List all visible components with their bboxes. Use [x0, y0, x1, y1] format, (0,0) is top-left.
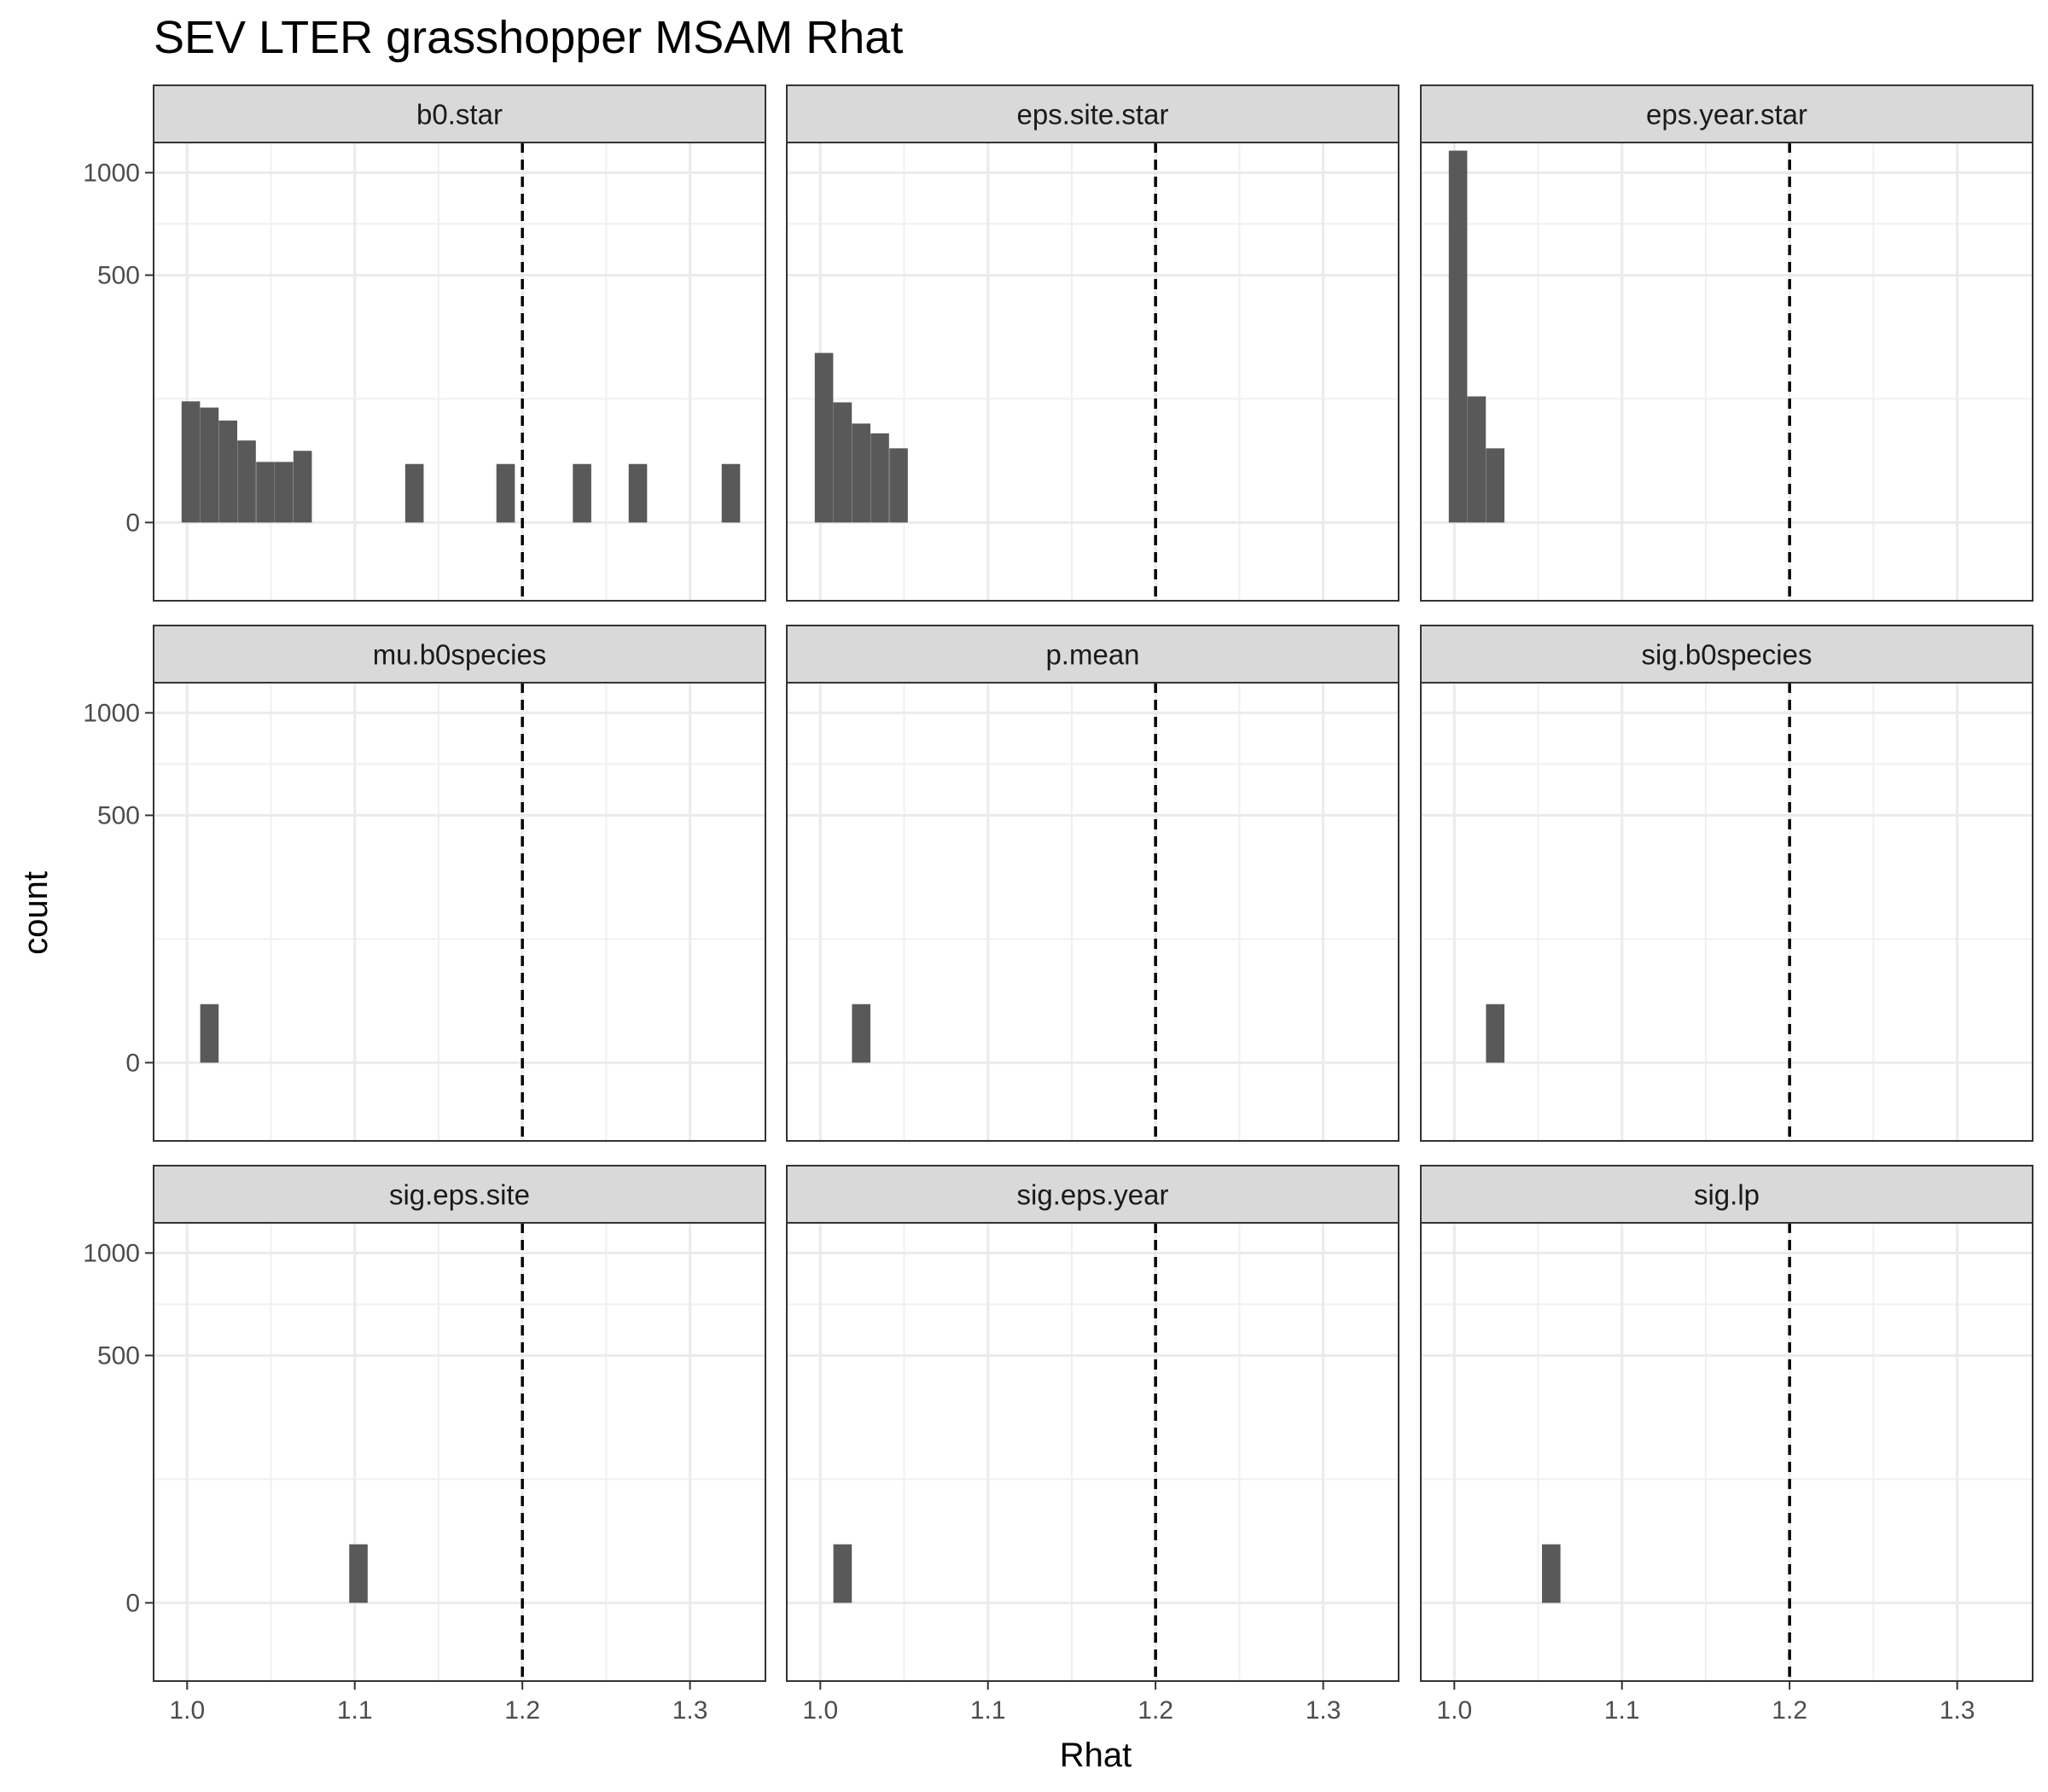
panel-border	[153, 682, 766, 1142]
facet-strip-label: sig.eps.year	[1017, 1179, 1169, 1211]
panel-border	[1420, 142, 2033, 602]
histogram-bar	[496, 463, 515, 523]
facet-panel-p-mean: p.mean	[786, 625, 1399, 1142]
histogram-bar	[721, 463, 741, 523]
x-tick-label: 1.3	[672, 1696, 708, 1725]
histogram-bar	[200, 1004, 219, 1063]
x-tick-label: 1.1	[337, 1696, 373, 1725]
facet-strip-label: sig.b0species	[1642, 639, 1812, 671]
panel-background	[154, 143, 765, 601]
histogram-bar	[833, 402, 852, 523]
facet-panel-eps-site-star: eps.site.star	[786, 84, 1399, 602]
x-tick-label: 1.2	[1772, 1696, 1807, 1725]
x-tick-label: 1.0	[1436, 1696, 1472, 1725]
facet-strip-label: sig.eps.site	[389, 1179, 530, 1211]
y-tick-label: 0	[125, 509, 140, 537]
y-axis-title: count	[17, 871, 55, 955]
facet-strip-label: eps.year.star	[1646, 99, 1807, 131]
panel-border	[786, 142, 1399, 602]
x-tick-label: 1.1	[970, 1696, 1006, 1725]
histogram-bar	[833, 1544, 852, 1603]
facet-strip	[1420, 1165, 2033, 1224]
histogram-bar	[1542, 1544, 1561, 1603]
facet-strip	[786, 625, 1399, 684]
histogram-bar	[1486, 1004, 1505, 1063]
facet-strip-label: eps.site.star	[1017, 99, 1169, 131]
facet-strip-label: sig.lp	[1694, 1179, 1760, 1211]
facet-strip	[1420, 625, 2033, 684]
facet-strip	[153, 625, 766, 684]
x-tick-label: 1.0	[802, 1696, 838, 1725]
panel-border	[153, 1222, 766, 1682]
y-tick-label: 1000	[83, 699, 140, 727]
histogram-bar	[404, 463, 424, 523]
histogram-bar	[256, 462, 275, 523]
x-axis-title: Rhat	[1060, 1737, 1132, 1774]
histogram-bar	[852, 423, 871, 523]
histogram-bar	[870, 433, 889, 523]
histogram-bar	[889, 448, 908, 523]
facet-panel-eps-year-star: eps.year.star	[1420, 84, 2033, 602]
x-tick-label: 1.3	[1306, 1696, 1341, 1725]
facet-panel-b0-star: b0.star 0 500 1000	[83, 84, 766, 602]
histogram-bar	[1448, 150, 1468, 523]
facet-panel-sig-lp: sig.lp 1.0 1.1 1.2 1.3	[1420, 1165, 2033, 1725]
facet-panel-sig-b0species: sig.b0species	[1420, 625, 2033, 1142]
panel-background	[154, 683, 765, 1141]
histogram-bar	[275, 462, 294, 523]
panel-background	[1421, 683, 2033, 1141]
y-tick-label: 500	[97, 261, 140, 289]
histogram-bar	[814, 352, 834, 523]
facet-strip	[1420, 84, 2033, 143]
panel-background	[1421, 1223, 2033, 1681]
y-tick-label: 500	[97, 801, 140, 829]
panel-background	[787, 1223, 1399, 1681]
histogram-bar	[1486, 448, 1505, 523]
y-tick-label: 1000	[83, 1239, 140, 1267]
histogram-bar	[293, 451, 312, 523]
facet-panel-mu-b0species: mu.b0species 0 500 1000	[83, 625, 766, 1142]
panel-border	[786, 1222, 1399, 1682]
facet-panels: b0.star 0 500 1000 eps.site.star eps.year.sta…	[83, 84, 2033, 1725]
x-tick-label: 1.2	[504, 1696, 540, 1725]
panel-border	[1420, 1222, 2033, 1682]
histogram-bar	[200, 407, 219, 523]
y-tick-label: 1000	[83, 159, 140, 187]
y-tick-label: 0	[125, 1049, 140, 1077]
panel-border	[1420, 682, 2033, 1142]
x-tick-label: 1.3	[1940, 1696, 1975, 1725]
facet-strip-label: b0.star	[416, 99, 503, 131]
panel-background	[787, 143, 1399, 601]
histogram-bar	[1467, 396, 1487, 523]
panel-background	[1421, 143, 2033, 601]
x-tick-label: 1.1	[1604, 1696, 1640, 1725]
x-tick-label: 1.0	[169, 1696, 205, 1725]
facet-strip-label: mu.b0species	[373, 639, 547, 671]
chart-title: SEV LTER grasshopper MSAM Rhat	[154, 12, 903, 63]
panel-background	[154, 1223, 765, 1681]
histogram-bar	[218, 420, 238, 523]
histogram-bar	[852, 1004, 871, 1063]
facet-strip	[153, 1165, 766, 1224]
y-tick-label: 0	[125, 1589, 140, 1617]
x-tick-label: 1.2	[1137, 1696, 1173, 1725]
facet-strip	[153, 84, 766, 143]
facet-panel-sig-eps-year: sig.eps.year 1.0 1.1 1.2 1.3	[786, 1165, 1399, 1725]
histogram-bar	[628, 463, 648, 523]
panel-background	[787, 683, 1399, 1141]
histogram-bar	[573, 463, 591, 523]
facet-strip	[786, 84, 1399, 143]
histogram-bar	[181, 401, 201, 523]
facet-strip-label: p.mean	[1045, 639, 1139, 671]
panel-border	[786, 682, 1399, 1142]
y-tick-label: 500	[97, 1341, 140, 1370]
histogram-bar	[237, 440, 256, 523]
panel-border	[153, 142, 766, 602]
facet-panel-sig-eps-site: sig.eps.site 0 500 1000 1.0 1.1 1.2 1.3	[83, 1165, 766, 1725]
histogram-bar	[349, 1544, 368, 1603]
